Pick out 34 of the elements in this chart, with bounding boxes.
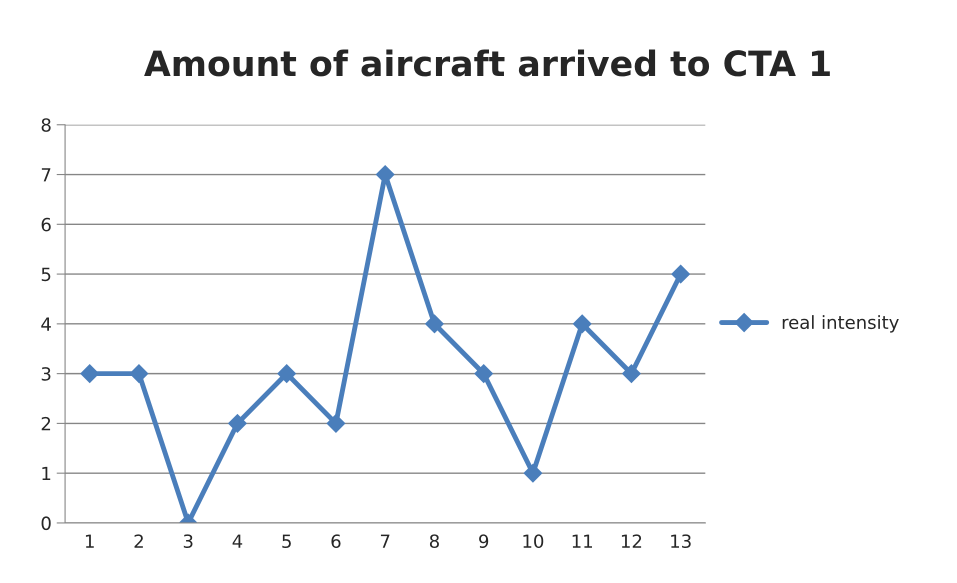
y-tick-label: 7 [42,168,50,182]
point [326,414,346,433]
x-tick-label: 5 [282,534,291,548]
y-tick-label: 3 [42,367,50,381]
x-tick-label: 6 [331,534,341,548]
x-tick-label: 8 [430,534,439,548]
point [474,364,494,383]
chart-title: Amount of aircraft arrived to CTA 1 [144,50,830,76]
point [524,464,542,483]
point [572,314,592,334]
y-tick-label: 6 [42,218,51,232]
y-tick-label: 0 [42,516,51,530]
x-tick-label: 1 [86,534,94,548]
point [277,364,296,383]
y-tick-label: 2 [42,416,50,430]
x-tick-label: 9 [479,534,488,548]
y-tick-label: 1 [42,466,50,480]
x-tick-label: 3 [184,534,192,548]
x-tick-label: 2 [134,534,143,548]
point [228,414,247,433]
y-tick-label: 4 [41,318,51,331]
y-tick-label: 5 [42,268,50,282]
point [622,364,641,383]
x-tick-label: 13 [671,534,691,548]
x-tick-label: 10 [523,534,544,548]
legend-label: real intensity [782,315,899,333]
point [425,314,444,334]
point [671,264,690,284]
x-tick-label: 4 [232,534,242,548]
x-tick-label: 12 [622,534,642,548]
x-tick-label: 7 [380,534,390,548]
point [130,364,148,383]
y-tick-label: 8 [42,118,51,132]
x-tick-label: 11 [572,534,592,548]
